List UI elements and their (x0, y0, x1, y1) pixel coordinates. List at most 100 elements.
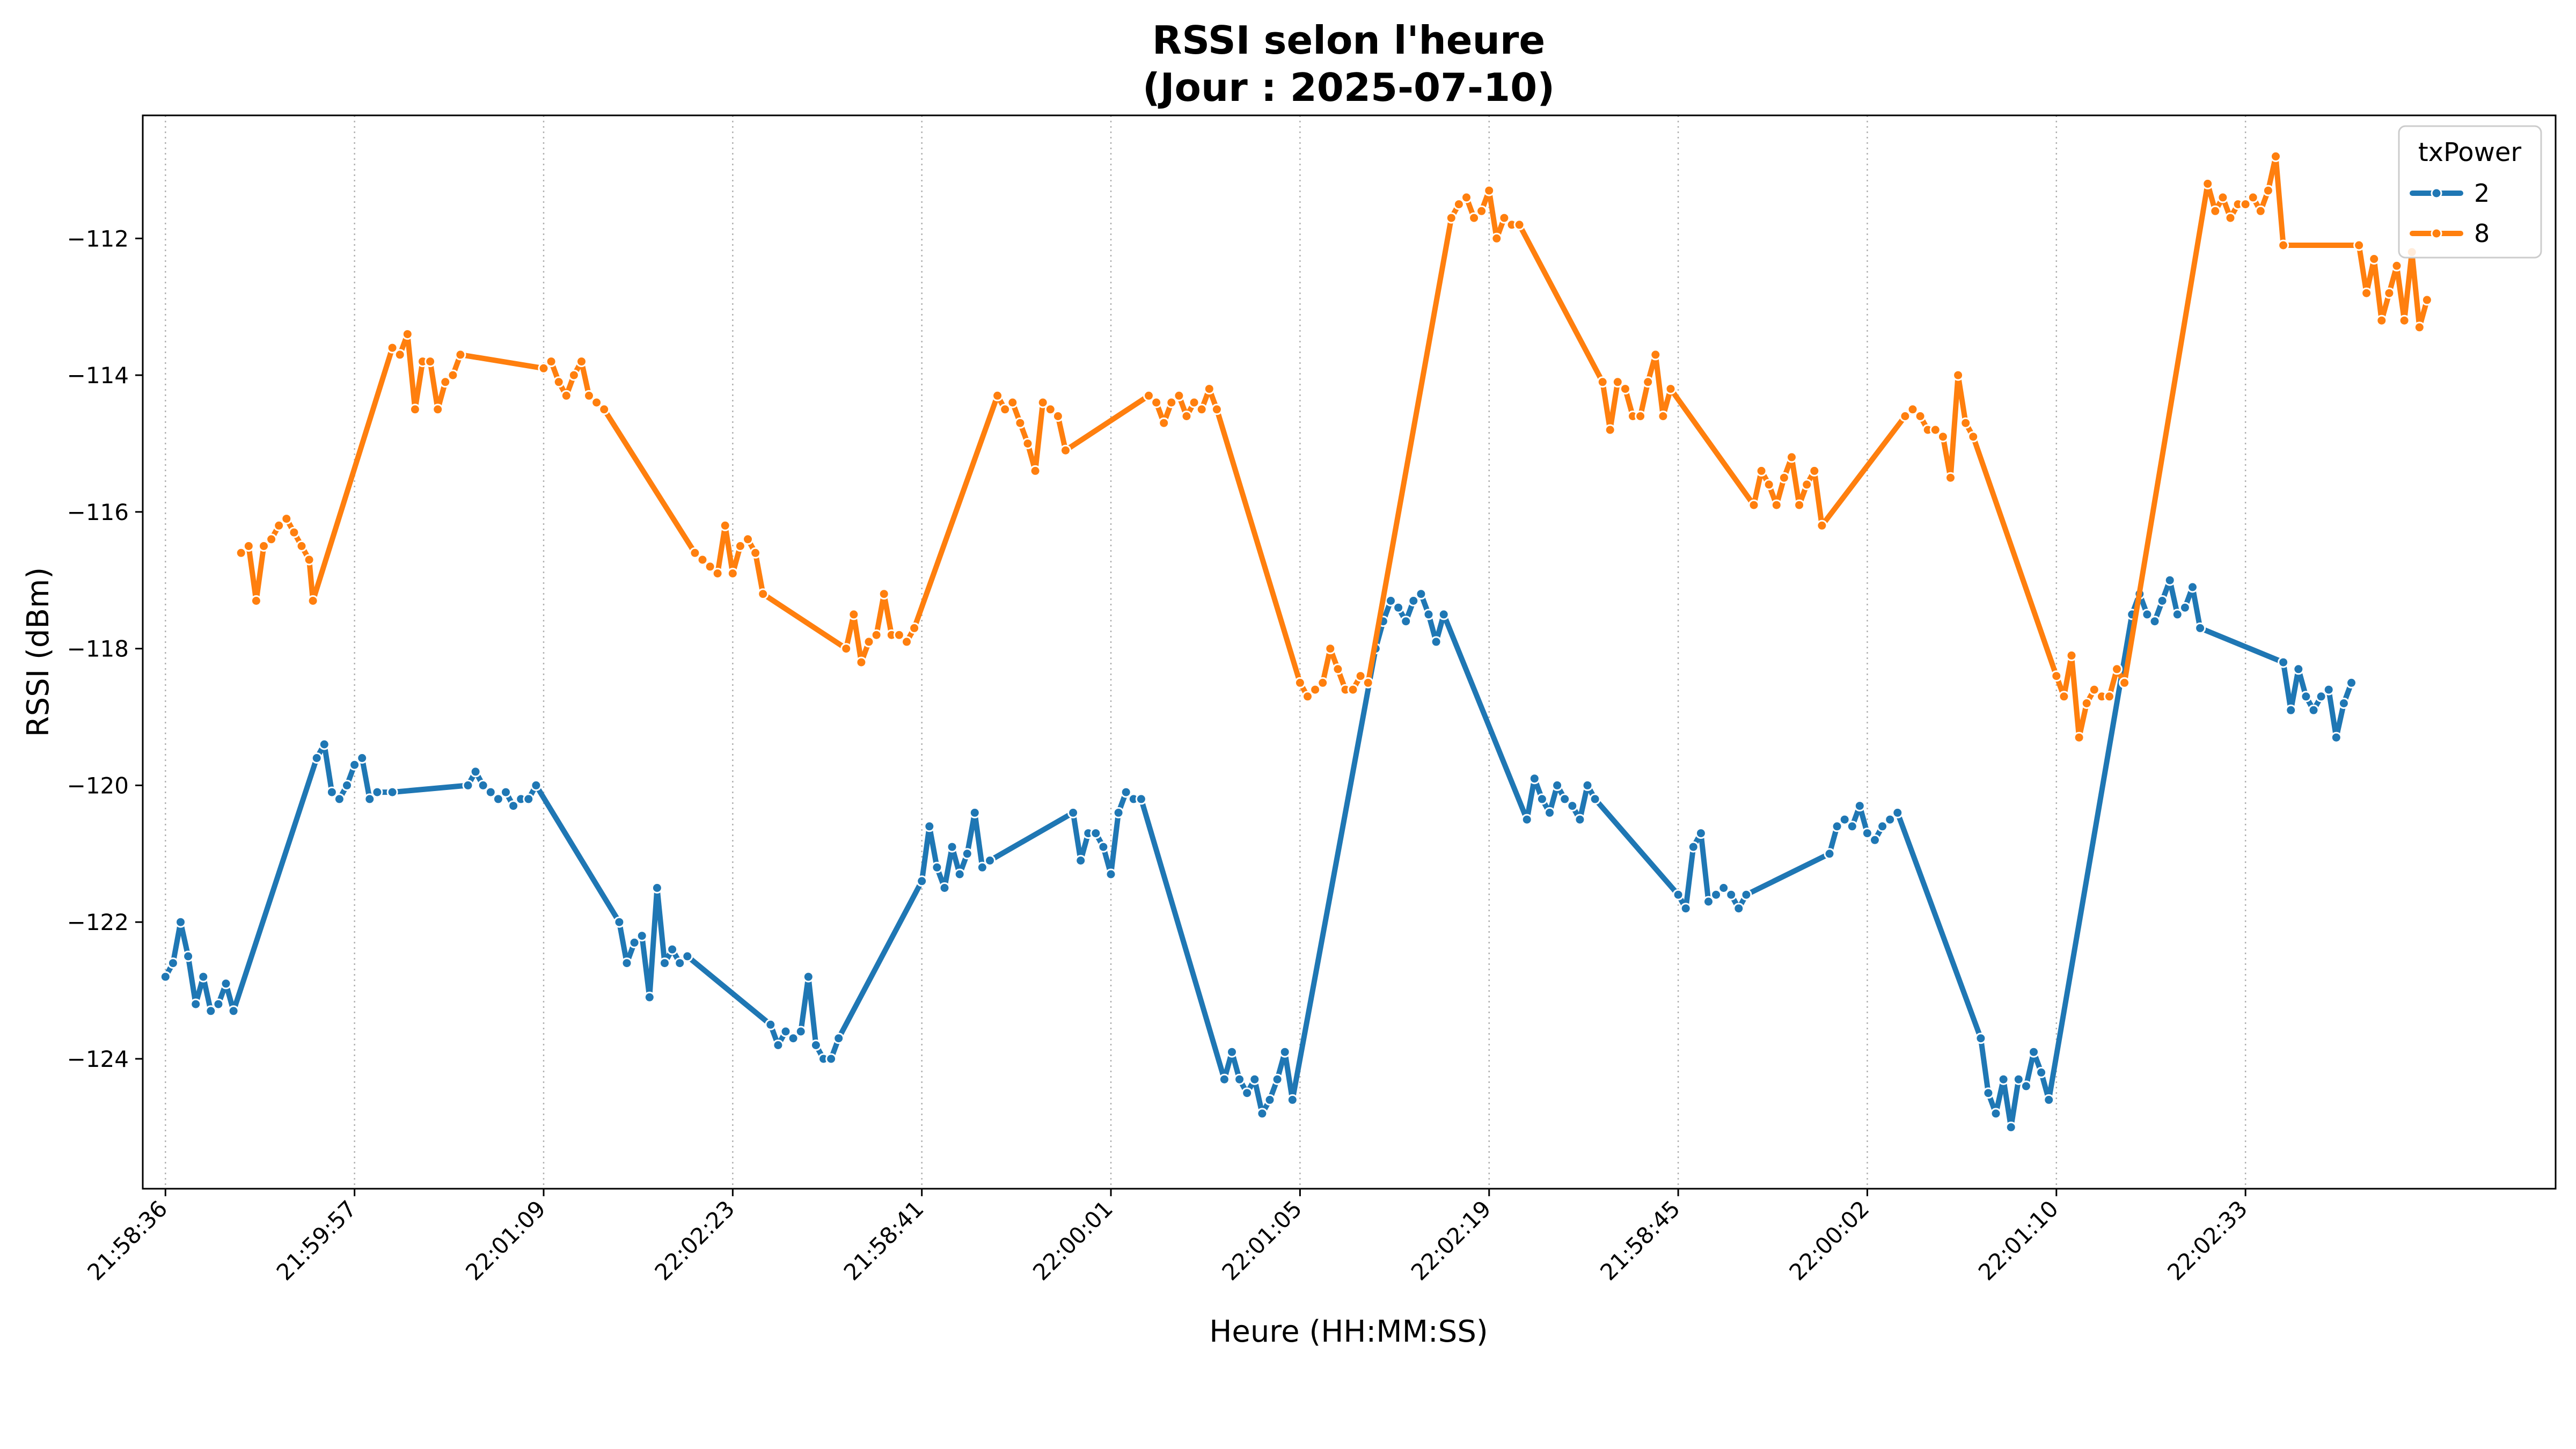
series-8-point (712, 568, 723, 579)
series-8-point (2398, 314, 2410, 326)
series-2-point (477, 779, 489, 791)
series-8-point (2111, 663, 2123, 675)
series-2-point (984, 855, 996, 866)
series-8-point (1597, 376, 1608, 388)
legend-box (2398, 125, 2542, 259)
series-8-point (1188, 397, 1200, 408)
series-8-point (1650, 349, 1662, 361)
series-8-point (1748, 499, 1760, 511)
series-8-point (1453, 199, 1465, 210)
series-2-point (1574, 814, 1586, 825)
series-2-point (1430, 636, 1442, 648)
y-tick-label: −116 (67, 499, 129, 525)
series-2-point (2179, 602, 2191, 613)
series-2-point (946, 841, 958, 853)
series-8-point (1794, 499, 1805, 511)
series-2-point (523, 793, 535, 805)
series-8-point (1461, 192, 1472, 203)
series-2-point (1393, 602, 1404, 613)
series-2-point (969, 807, 980, 818)
series-8-point (1022, 438, 1034, 449)
series-8-point (1166, 397, 1177, 408)
series-8-point (1014, 417, 1026, 429)
series-2-point (628, 936, 640, 948)
series-8-point (1967, 431, 1979, 443)
y-axis-label: RSSI (dBm) (21, 567, 56, 737)
series-2-point (1997, 1073, 2009, 1085)
series-2-point (205, 1005, 217, 1017)
series-8-point (545, 356, 557, 368)
series-2-point (2278, 656, 2289, 668)
series-2-point (1831, 821, 1843, 832)
series-2-point (1559, 793, 1571, 805)
series-2-point (2315, 691, 2327, 702)
series-8-point (2240, 199, 2251, 210)
series-8-point (273, 519, 285, 531)
series-8-point (243, 540, 254, 552)
series-2-point (2285, 704, 2297, 716)
series-2-point (2323, 684, 2334, 696)
series-2-point (613, 916, 625, 928)
series-8-point (432, 404, 444, 415)
series-8-point (901, 636, 912, 648)
series-2-point (659, 957, 670, 969)
series-8-point (1770, 499, 1782, 511)
series-2-point (1279, 1046, 1291, 1058)
series-2-point (931, 861, 943, 873)
series-2-point (636, 930, 648, 942)
series-8-point (2119, 677, 2131, 689)
series-2-point (1680, 903, 1692, 914)
series-8-point (455, 349, 466, 361)
series-8-point (2368, 253, 2380, 265)
series-8-point (560, 390, 572, 401)
series-2-point (1090, 828, 1102, 839)
series-2-point (1975, 1033, 1987, 1044)
series-2-point (1839, 814, 1850, 825)
series-8-point (1952, 369, 1964, 381)
series-8-point (1816, 519, 1828, 531)
x-axis-label: Heure (HH:MM:SS) (1209, 1314, 1488, 1349)
series-2-point (2308, 704, 2319, 716)
y-tick-label: −112 (67, 225, 129, 252)
series-8-point (583, 390, 595, 401)
series-2-point (1249, 1073, 1261, 1085)
series-8-point (288, 526, 300, 538)
series-2-point (2036, 1066, 2047, 1078)
series-8-point (576, 356, 587, 368)
series-2-point (2346, 677, 2357, 689)
series-2-point (500, 786, 511, 798)
series-2-point (371, 786, 383, 798)
legend: txPower 28 (2398, 125, 2542, 259)
series-8-point (1786, 451, 1797, 463)
series-8-point (1362, 677, 1374, 689)
series-8-point (848, 609, 860, 620)
series-8-point (999, 404, 1011, 415)
series-8-point (568, 369, 580, 381)
series-2-point (1544, 807, 1555, 818)
series-8-point (2376, 314, 2388, 326)
series-2-point (318, 738, 330, 750)
series-8-point (1203, 383, 1215, 395)
series-2-point (1710, 889, 1722, 901)
series-2-point (682, 950, 693, 962)
series-8-point (409, 404, 421, 415)
series-8-point (2262, 185, 2274, 196)
series-2-point (1725, 889, 1737, 901)
series-2-point (1521, 814, 1533, 825)
series-2-point (1408, 595, 1419, 606)
series-8-point (1151, 397, 1162, 408)
series-8-point (235, 547, 247, 559)
series-2-point (2171, 609, 2183, 620)
series-2-point (825, 1053, 837, 1065)
series-8-point (258, 540, 269, 552)
series-2-point (1135, 793, 1147, 805)
series-8-point (870, 629, 882, 641)
series-2-point (780, 1026, 792, 1037)
series-8-point (1763, 479, 1775, 491)
series-8-point (1347, 684, 1359, 696)
series-8-point (878, 588, 890, 600)
series-8-point (727, 568, 738, 579)
series-8-point (2202, 178, 2214, 189)
x-gridlines (165, 115, 2246, 1189)
